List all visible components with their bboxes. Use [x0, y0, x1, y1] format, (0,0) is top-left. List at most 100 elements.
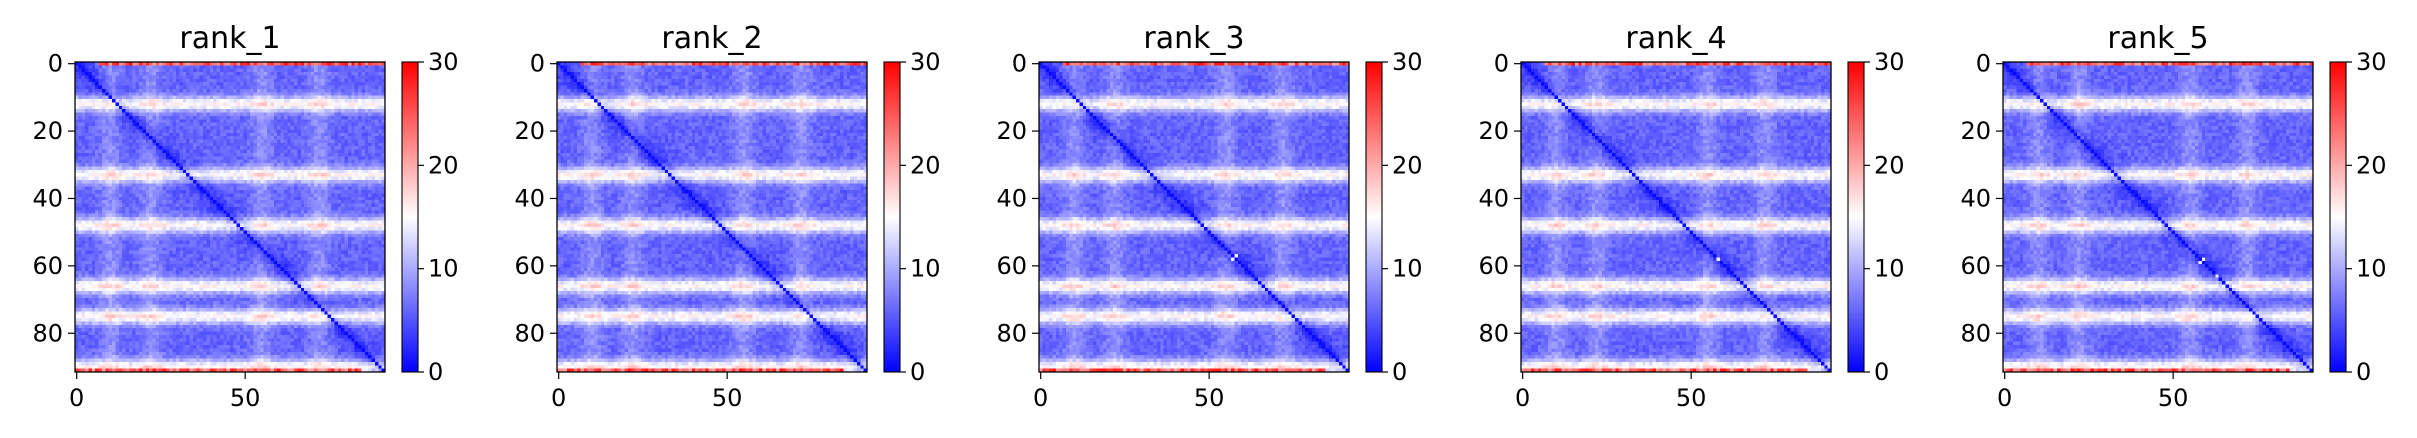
- heatmap-cell: [136, 92, 140, 96]
- heatmap-cell: [254, 129, 258, 133]
- heatmap-cell: [122, 89, 126, 93]
- heatmap-cell: [220, 99, 224, 103]
- heatmap-cell: [324, 92, 328, 96]
- heatmap-cell: [82, 113, 86, 117]
- heatmap-cell: [243, 123, 247, 127]
- heatmap-cell: [277, 146, 281, 150]
- heatmap-cell: [250, 133, 254, 137]
- heatmap-cell: [341, 136, 345, 140]
- heatmap-cell: [274, 136, 278, 140]
- heatmap-cell: [115, 146, 119, 150]
- heatmap-cell: [159, 143, 163, 147]
- heatmap-cell: [250, 116, 254, 120]
- heatmap-cell: [193, 143, 197, 147]
- heatmap-cell: [206, 96, 210, 100]
- heatmap-cell: [203, 89, 207, 93]
- heatmap-cell: [348, 82, 352, 86]
- heatmap-cell: [173, 86, 177, 90]
- heatmap-cell: [243, 99, 247, 103]
- heatmap-cell: [213, 136, 217, 140]
- heatmap-cell: [378, 96, 382, 100]
- heatmap-cell: [351, 150, 355, 154]
- heatmap-cell: [311, 86, 315, 90]
- heatmap-cell: [334, 65, 338, 69]
- heatmap-cell: [287, 119, 291, 123]
- heatmap-cell: [206, 123, 210, 127]
- heatmap-cell: [345, 79, 349, 83]
- heatmap-cell: [179, 123, 183, 127]
- heatmap-cell: [206, 143, 210, 147]
- heatmap-cell: [311, 89, 315, 93]
- heatmap-cell: [348, 92, 352, 96]
- heatmap-cell: [240, 113, 244, 117]
- heatmap-cell: [331, 102, 335, 106]
- heatmap-cell: [95, 102, 99, 106]
- heatmap-cell: [237, 150, 241, 154]
- heatmap-cell: [99, 106, 103, 110]
- heatmap-cell: [287, 150, 291, 154]
- heatmap-cell: [375, 116, 379, 120]
- heatmap-cell: [378, 72, 382, 76]
- heatmap-cell: [324, 133, 328, 137]
- heatmap-cell: [324, 126, 328, 130]
- heatmap-cell: [281, 86, 285, 90]
- heatmap-cell: [281, 89, 285, 93]
- heatmap-cell: [361, 116, 365, 120]
- heatmap-cell: [122, 82, 126, 86]
- heatmap-cell: [92, 123, 96, 127]
- heatmap-cell: [291, 140, 295, 144]
- heatmap-cell: [281, 96, 285, 100]
- heatmap-cell: [264, 69, 268, 73]
- heatmap-cell: [88, 99, 92, 103]
- heatmap-cell: [142, 99, 146, 103]
- heatmap-cell: [176, 153, 180, 157]
- heatmap-cell: [361, 69, 365, 73]
- heatmap-cell: [217, 65, 221, 69]
- heatmap-cell: [233, 143, 237, 147]
- heatmap-cell: [291, 133, 295, 137]
- heatmap-cell: [159, 65, 163, 69]
- heatmap-cell: [351, 126, 355, 130]
- heatmap-cell: [183, 65, 187, 69]
- heatmap-cell: [169, 89, 173, 93]
- heatmap-cell: [243, 69, 247, 73]
- heatmap-cell: [270, 133, 274, 137]
- heatmap-cell: [264, 72, 268, 76]
- heatmap-cell: [88, 106, 92, 110]
- heatmap-cell: [240, 65, 244, 69]
- heatmap-cell: [78, 119, 82, 123]
- heatmap-cell: [368, 109, 372, 113]
- heatmap-cell: [281, 143, 285, 147]
- heatmap-cell: [112, 79, 116, 83]
- heatmap-cell: [78, 82, 82, 86]
- heatmap-cell: [203, 119, 207, 123]
- heatmap-cell: [92, 129, 96, 133]
- heatmap-cell: [311, 143, 315, 147]
- heatmap-cell: [153, 72, 157, 76]
- heatmap-cell: [109, 150, 113, 154]
- heatmap-cell: [105, 150, 109, 154]
- heatmap-cell: [281, 136, 285, 140]
- heatmap-cell: [186, 129, 190, 133]
- heatmap-cell: [146, 106, 150, 110]
- heatmap-cell: [297, 126, 301, 130]
- heatmap-cell: [196, 99, 200, 103]
- heatmap-cell: [159, 133, 163, 137]
- heatmap-cell: [92, 143, 96, 147]
- heatmap-cell: [250, 79, 254, 83]
- heatmap-cell: [159, 72, 163, 76]
- heatmap-cell: [139, 116, 143, 120]
- heatmap-cell: [92, 75, 96, 79]
- heatmap-cell: [318, 123, 322, 127]
- heatmap-cell: [99, 113, 103, 117]
- heatmap-cell: [355, 69, 359, 73]
- heatmap-cell: [297, 136, 301, 140]
- heatmap-cell: [193, 126, 197, 130]
- heatmap-cell: [341, 92, 345, 96]
- heatmap-cell: [267, 153, 271, 157]
- heatmap-cell: [264, 123, 268, 127]
- heatmap-cell: [331, 92, 335, 96]
- heatmap-cell: [267, 146, 271, 150]
- heatmap-cell: [321, 113, 325, 117]
- heatmap-cell: [115, 72, 119, 76]
